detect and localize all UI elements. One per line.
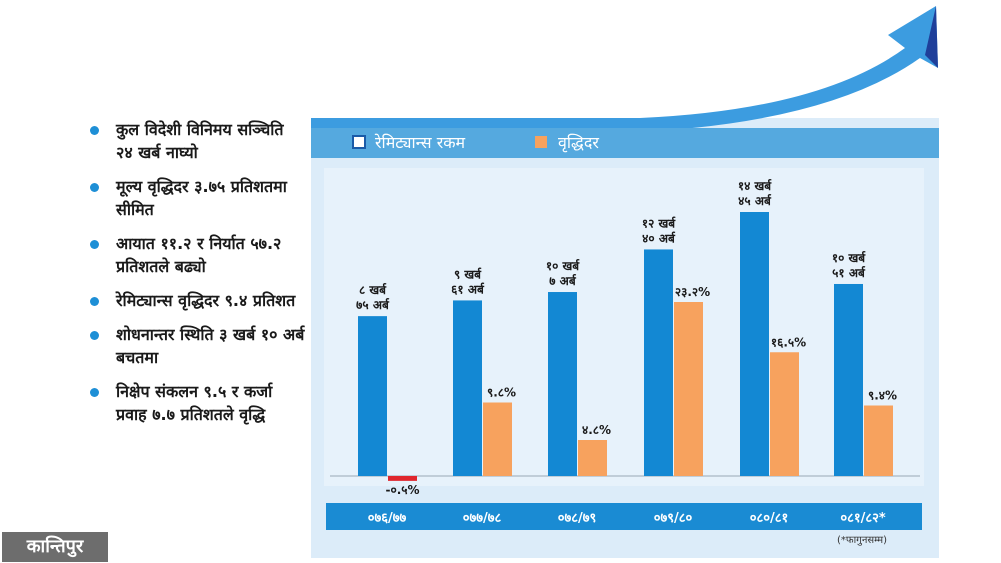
growth-bar: [770, 352, 799, 476]
list-item: कुल विदेशी विनिमय सञ्चिति २४ खर्ब नाघ्यो: [90, 118, 305, 164]
growth-bar: [483, 402, 512, 476]
bullet-icon: [90, 183, 99, 192]
growth-data-label: ४.८%: [582, 423, 611, 437]
remittance-bar: [644, 249, 673, 476]
bullet-icon: [90, 240, 99, 249]
remittance-data-label: ४५ अर्ब: [738, 194, 772, 208]
growth-data-label: १६.५%: [771, 335, 806, 349]
list-item: शोधनान्तर स्थिति ३ खर्ब १० अर्ब बचतमा: [90, 323, 305, 369]
kantipur-logo: कान्तिपुर: [2, 532, 108, 562]
bullet-icon: [90, 297, 99, 306]
list-item: रेमिट्यान्स वृद्धिदर ९.४ प्रतिशत: [90, 289, 305, 312]
category-tick-label: ०७६/७७: [368, 511, 407, 526]
growth-data-label: २३.२%: [675, 285, 710, 299]
legend-swatch-remittance: [352, 135, 366, 149]
growth-arrow: [311, 6, 938, 132]
chart-footnote: (*फागुनसम्म): [837, 535, 887, 546]
growth-bar: [864, 405, 893, 476]
bullet-icon: [90, 331, 99, 340]
bullet-text: निक्षेप संकलन ९.५ र कर्जा प्रवाह ७.७ प्र…: [116, 382, 273, 424]
legend-label-growth: वृद्धिदर: [558, 133, 599, 153]
bullet-text: शोधनान्तर स्थिति ३ खर्ब १० अर्ब बचतमा: [116, 325, 305, 367]
remittance-bar: [834, 283, 863, 476]
growth-arrow-shade: [925, 6, 938, 68]
remittance-bar: [740, 212, 769, 476]
category-tick-label: ०७८/७९: [558, 511, 597, 526]
remittance-data-label: ४० अर्ब: [642, 231, 676, 245]
remittance-data-label: ९ खर्ब: [454, 267, 482, 281]
legend-band: [311, 128, 939, 158]
growth-bar: [578, 440, 607, 476]
growth-bar: [674, 302, 703, 476]
bullet-text: कुल विदेशी विनिमय सञ्चिति २४ खर्ब नाघ्यो: [116, 120, 284, 162]
remittance-bar: [358, 316, 387, 476]
growth-data-label: ९.८%: [487, 386, 516, 400]
summary-list: कुल विदेशी विनिमय सञ्चिति २४ खर्ब नाघ्यो…: [90, 118, 305, 437]
category-axis-band: [326, 503, 922, 530]
remittance-data-label: १० खर्ब: [546, 259, 580, 273]
bullet-text: आयात ११.२ र निर्यात ५७.२ प्रतिशतले बढ्यो: [116, 234, 282, 276]
list-item: निक्षेप संकलन ९.५ र कर्जा प्रवाह ७.७ प्र…: [90, 380, 305, 426]
remittance-data-label: १२ खर्ब: [642, 216, 676, 230]
list-item: आयात ११.२ र निर्यात ५७.२ प्रतिशतले बढ्यो: [90, 232, 305, 278]
remittance-data-label: ५१ अर्ब: [832, 266, 866, 280]
legend-label-remittance: रेमिट्यान्स रकम: [374, 133, 465, 152]
chart-plot-area: [324, 168, 924, 486]
remittance-data-label: ६१ अर्ब: [451, 282, 485, 296]
bullet-icon: [90, 126, 99, 135]
list-item: मूल्य वृद्धिदर ३.७५ प्रतिशतमा सीमित: [90, 175, 305, 221]
bullet-text: रेमिट्यान्स वृद्धिदर ९.४ प्रतिशत: [116, 291, 296, 310]
category-tick-label: ०८०/८१: [750, 511, 789, 526]
remittance-data-label: ७५ अर्ब: [356, 298, 390, 312]
remittance-data-label: ८ खर्ब: [359, 283, 387, 297]
category-tick-label: ०७९/८०: [654, 511, 693, 526]
bullet-text: मूल्य वृद्धिदर ३.७५ प्रतिशतमा सीमित: [116, 177, 287, 219]
remittance-data-label: ७ अर्ब: [549, 274, 577, 288]
bullet-icon: [90, 388, 99, 397]
remittance-bar: [548, 292, 577, 476]
growth-data-label: -०.५%: [385, 483, 419, 497]
category-tick-label: ०८१/८२*: [840, 511, 886, 526]
remittance-data-label: १० खर्ब: [832, 251, 866, 265]
remittance-data-label: १४ खर्ब: [738, 179, 772, 193]
remittance-bar: [453, 300, 482, 476]
growth-data-label: ९.४%: [868, 389, 897, 403]
growth-bar: [388, 476, 417, 481]
legend-swatch-growth: [535, 136, 547, 148]
category-tick-label: ०७७/७८: [463, 511, 502, 526]
